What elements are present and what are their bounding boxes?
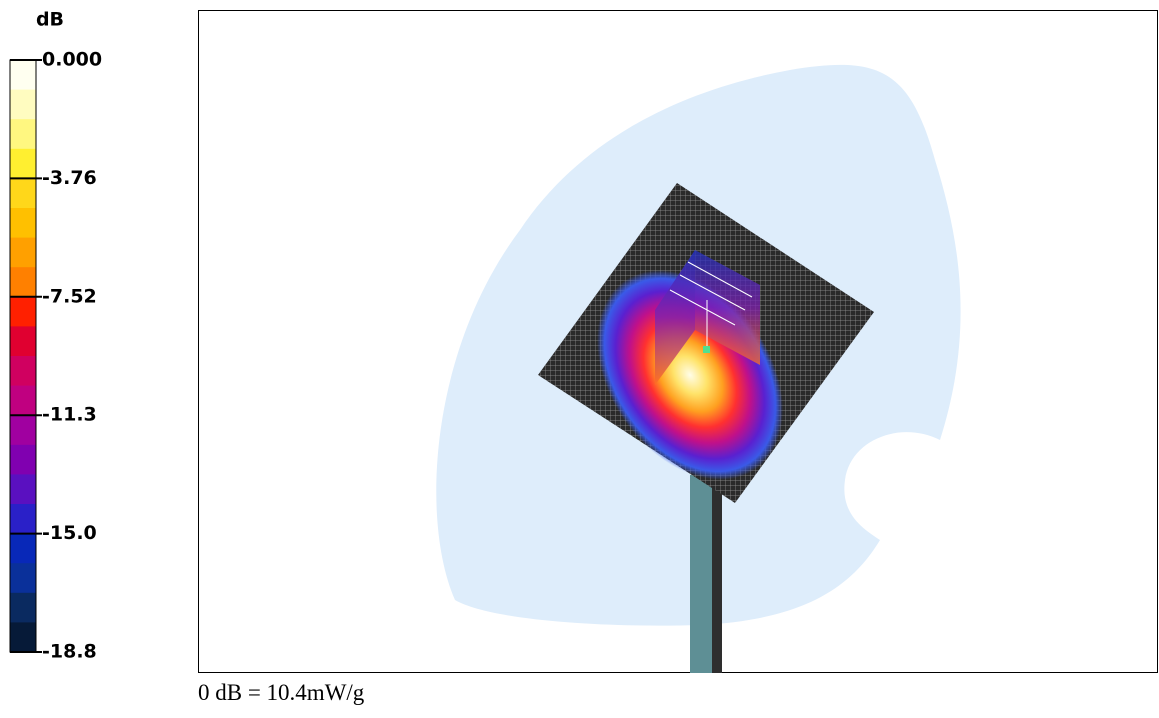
- colorbar-band: [10, 267, 36, 298]
- colorbar-band: [10, 178, 36, 209]
- colorbar-band: [10, 208, 36, 239]
- zoom-scan: [655, 250, 760, 385]
- pole: [690, 475, 712, 673]
- legend-unit: dB: [36, 9, 64, 31]
- colorbar-band: [10, 89, 36, 120]
- colorbar-band: [10, 237, 36, 268]
- colorbar-band: [10, 356, 36, 387]
- colorbar-band: [10, 592, 36, 623]
- colorbar-band: [10, 474, 36, 505]
- colorbar-band: [10, 326, 36, 357]
- colorbar-label: -15.0: [42, 522, 97, 544]
- colorbar-label: -3.76: [42, 167, 97, 189]
- colorbar-band: [10, 385, 36, 416]
- colorbar-band: [10, 444, 36, 475]
- colorbar-label: -11.3: [42, 404, 97, 426]
- colorbar-band: [10, 533, 36, 564]
- colorbar-label: -18.8: [42, 641, 97, 663]
- colorbar-band: [10, 148, 36, 179]
- colorbar-band: [10, 60, 36, 91]
- colorbar-band: [10, 119, 36, 150]
- colorbar-band: [10, 415, 36, 446]
- colorbar-band: [10, 622, 36, 653]
- pole-shadow: [712, 475, 722, 673]
- colorbar-label: -7.52: [42, 285, 97, 307]
- colorbar-band: [10, 504, 36, 535]
- colorbar-band: [10, 296, 36, 327]
- colorbar-label: 0.000: [42, 49, 102, 71]
- colorbar-band: [10, 563, 36, 594]
- caption: 0 dB = 10.4mW/g: [198, 680, 365, 705]
